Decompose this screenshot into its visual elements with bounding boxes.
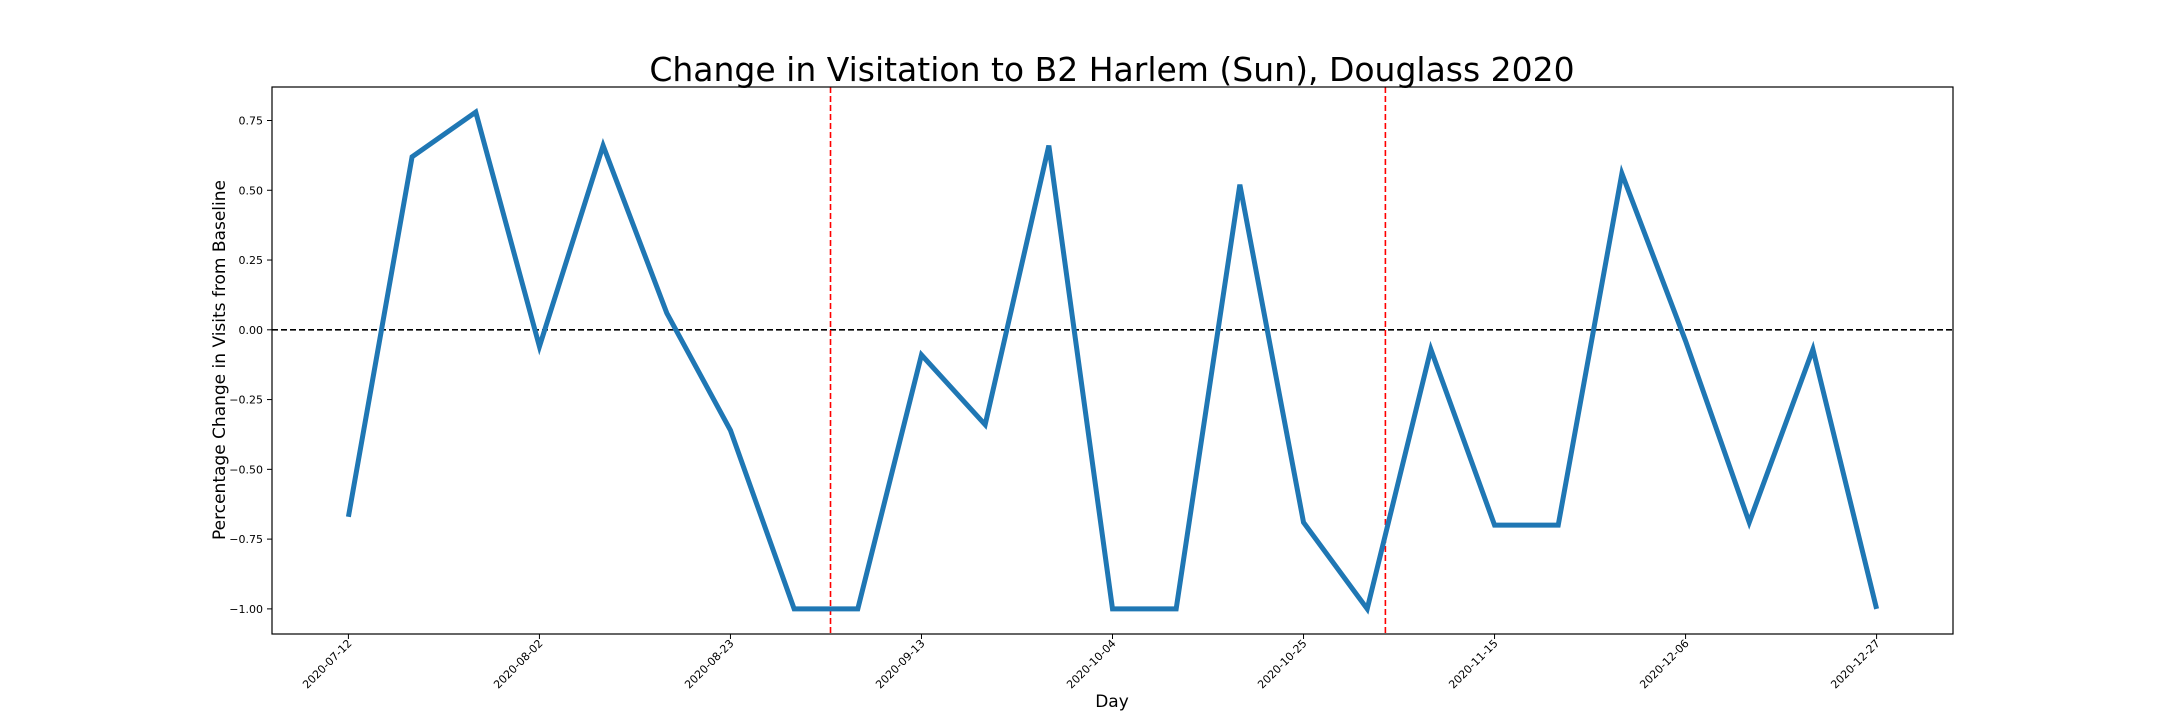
y-tick-label: −1.00 [229,603,263,616]
x-tick-label: 2020-12-27 [1828,637,1882,691]
x-tick-label: 2020-08-02 [491,637,545,691]
y-tick-label: 0.50 [239,184,264,197]
plot-area: 0.75 0.50 0.25 0.00 −0.25 −0.50 −0.75 −1.00 2020… [229,86,1954,691]
x-tick-label: 2020-09-13 [873,637,927,691]
y-tick-label: 0.00 [239,324,264,337]
y-tick-label: 0.25 [239,254,264,267]
x-axis-label: Day [1095,692,1129,712]
x-tick-label: 2020-08-23 [682,637,736,691]
y-tick-label: 0.75 [239,114,264,127]
y-axis-label: Percentage Change in Visits from Baselin… [210,180,230,540]
plot-frame [271,86,1954,635]
x-tick-label: 2020-12-06 [1637,637,1691,691]
x-tick-label: 2020-10-04 [1064,637,1118,691]
series-line-1 [345,108,1880,615]
x-tick-label: 2020-10-25 [1255,637,1309,691]
x-tick-label: 2020-11-15 [1446,637,1500,691]
chart-title: Change in Visitation to B2 Harlem (Sun),… [649,50,1574,89]
y-tick-label: −0.25 [229,394,263,407]
x-tick-label: 2020-07-12 [300,637,354,691]
y-tick-label: −0.50 [229,463,263,476]
y-tick-label: −0.75 [229,533,263,546]
